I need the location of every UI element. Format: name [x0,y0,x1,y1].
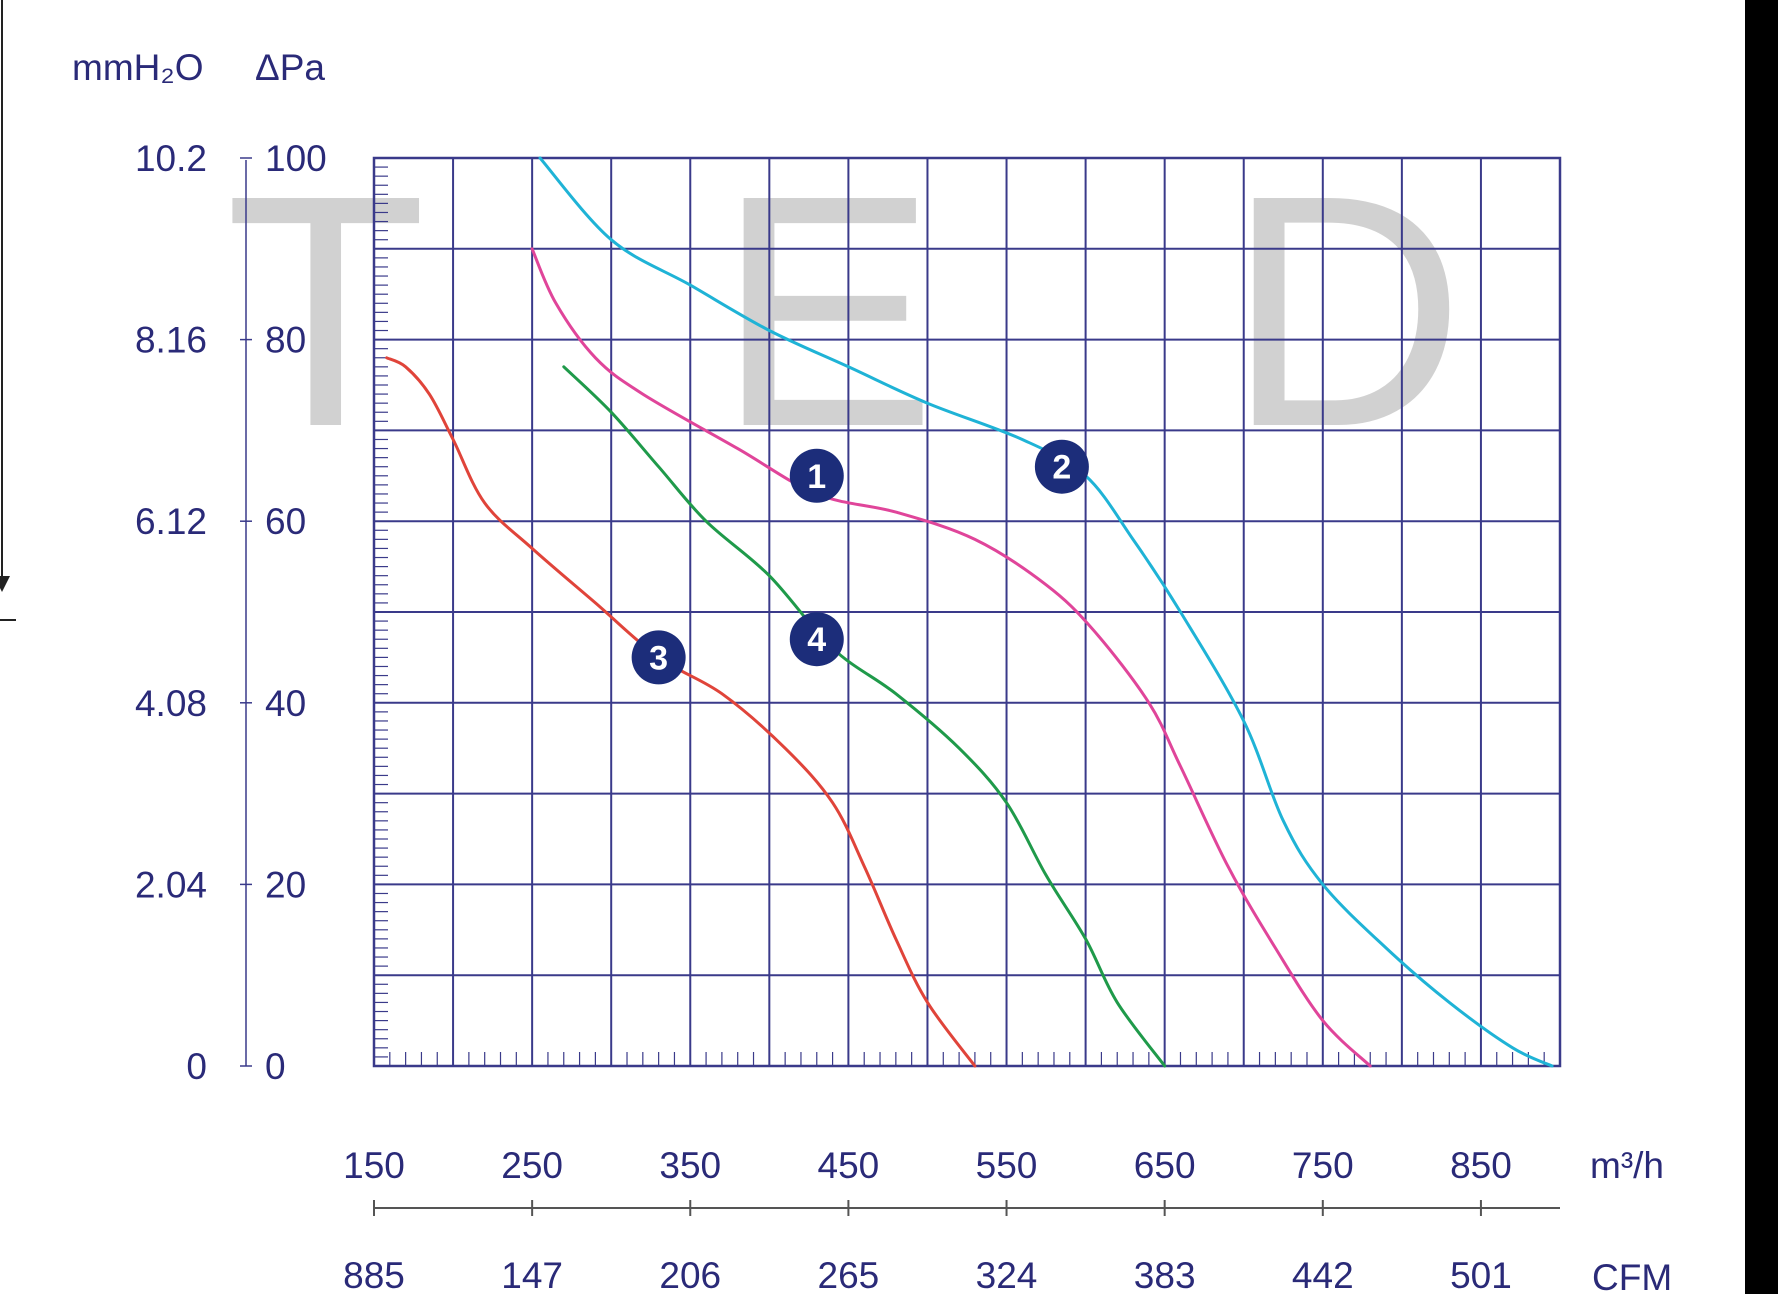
series-line-1 [530,247,1372,1068]
curve-badge-label-2: 2 [1052,449,1071,487]
y-tick-label-pa: 80 [265,320,306,361]
x-tick-label-cfm: 324 [976,1255,1038,1294]
x-tick-label-cfm: 265 [818,1255,880,1294]
x-tick-label-cfm: 147 [501,1255,563,1294]
watermark: TED [225,126,1465,495]
y-unit-mmh2o: mmH₂O [72,47,204,88]
curve-badge-label-3: 3 [649,639,668,677]
y-tick-label-mmh2o: 4.08 [135,683,207,724]
x-tick-label-cfm: 442 [1292,1255,1354,1294]
x-tick-label-m3h: 150 [343,1145,405,1186]
y-tick-label-mmh2o: 0 [186,1046,207,1087]
y-tick-label-mmh2o: 10.2 [135,138,207,179]
watermark-text: TED [225,126,1465,495]
x-tick-label-cfm: 383 [1134,1255,1196,1294]
curve-badge-1 [789,448,844,503]
x-tick-label-m3h: 550 [976,1145,1038,1186]
x-tick-label-m3h: 450 [818,1145,880,1186]
curve-badge-label-4: 4 [807,621,826,659]
x-unit-m3h: m³/h [1590,1145,1664,1186]
y-axis: 0 0 20 2.04 40 4.08 60 6.12 80 8.16 100 10.2 [135,138,327,1087]
y-tick-label-pa: 60 [265,501,306,542]
x-unit-cfm: CFM [1592,1257,1672,1294]
curve-badge-4 [789,612,844,667]
frame-arrow-icon [0,576,10,592]
y-tick-label-mmh2o: 2.04 [135,864,207,905]
x-tick-label-m3h: 850 [1450,1145,1512,1186]
y-tick-label-mmh2o: 8.16 [135,320,207,361]
curve-badge-label-1: 1 [807,458,826,496]
y-tick-label-pa: 40 [265,683,306,724]
badges-layer: 1 2 3 4 [631,439,1089,685]
x-tick-label-cfm: 206 [659,1255,721,1294]
series-line-4 [562,365,1167,1068]
y-tick-label-pa: 0 [265,1046,286,1087]
y-tick-label-pa: 100 [265,138,327,179]
y-unit-pa: ΔPa [255,47,325,88]
x-tick-label-m3h: 650 [1134,1145,1196,1186]
x-tick-label-m3h: 250 [501,1145,563,1186]
y-tick-label-mmh2o: 6.12 [135,501,207,542]
grid [372,156,1562,1068]
x-tick-label-m3h: 350 [659,1145,721,1186]
x-tick-label-m3h: 750 [1292,1145,1354,1186]
x-axis: 150 885 250 147 350 206 450 265 550 324 650 383 750 4… [343,1145,1560,1294]
series-line-2 [538,156,1554,1068]
curve-badge-2 [1034,439,1089,494]
frame-right-border [1745,0,1778,1294]
x-tick-label-cfm: 501 [1450,1255,1512,1294]
x-tick-label-cfm: 885 [343,1255,405,1294]
y-tick-label-pa: 20 [265,864,306,905]
curve-badge-3 [631,630,686,685]
